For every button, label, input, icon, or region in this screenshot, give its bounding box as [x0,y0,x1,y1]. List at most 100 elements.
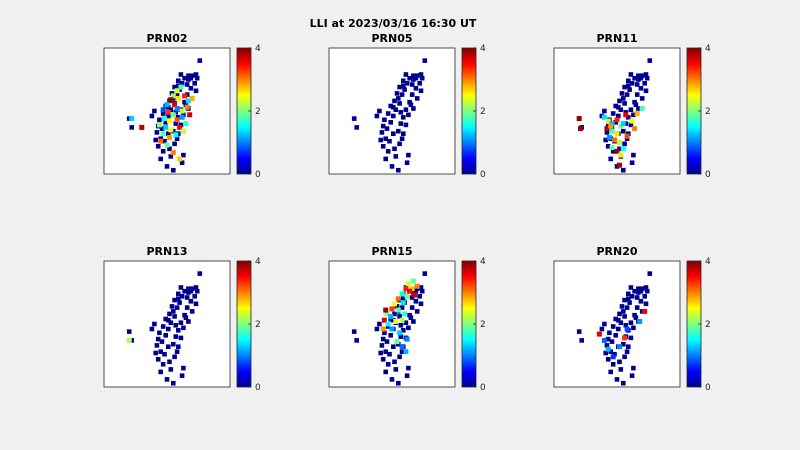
station-point [406,112,411,118]
lli-point [381,317,387,323]
station-point [182,288,187,294]
station-point [411,77,416,82]
lli-point [180,128,186,134]
station-point [374,113,380,119]
station-point [618,320,624,325]
subplot: PRN13 0 2 4 [103,245,261,393]
station-point [194,75,200,81]
station-point [610,324,616,329]
station-point [403,72,409,77]
lli-point [637,319,643,324]
lli-point [620,146,626,152]
station-point [624,305,630,310]
lli-point [393,319,399,324]
colorbar-tick-label: 0 [255,383,261,393]
station-point [409,82,415,87]
station-point [629,160,635,165]
station-point [193,285,199,290]
station-point [392,359,397,365]
lli-point [388,313,394,319]
lli-point [596,331,602,337]
station-point [186,319,191,324]
lli-point [632,126,638,132]
lli-point [389,306,395,312]
station-point [631,365,636,371]
station-point [414,309,420,314]
station-point [176,296,181,302]
station-point [397,141,402,147]
lli-point [383,307,389,313]
station-point [638,86,644,91]
station-point [638,299,644,304]
lli-point [189,95,195,101]
figure-title: LLI at 2023/03/16 16:30 UT [310,17,477,30]
station-point [617,98,622,104]
station-point [626,291,631,297]
station-point [178,320,184,325]
colorbar-tick-label: 4 [255,44,261,54]
station-point [163,120,168,125]
station-point [643,285,649,290]
station-point [188,75,194,81]
plot-area [553,47,681,175]
lli-point [397,330,403,336]
station-point [179,373,185,378]
station-point [392,311,397,317]
station-point [160,111,166,116]
lli-point [167,118,172,124]
station-point [174,92,180,97]
subplot: PRN20 0 2 4 [553,245,711,393]
station-point [411,106,416,111]
station-layer [351,58,428,173]
lli-point [618,123,624,129]
lli-point [156,122,162,128]
station-point [613,333,618,338]
station-point [197,271,203,276]
lli-point [163,124,169,130]
colorbar-tick-label: 0 [480,170,486,180]
colorbar-tick-label: 2 [480,107,486,117]
station-point [192,294,197,299]
station-point [173,121,179,126]
station-point [380,123,386,129]
lli-point [177,124,183,130]
lli-point [409,286,415,292]
station-point [179,81,185,86]
lli-point [617,344,622,350]
station-point [172,297,177,303]
lli-point [407,288,413,294]
subplot: PRN02 0 2 4 [103,32,261,180]
lli-point [162,116,167,122]
station-point [193,301,199,307]
lli-point [609,145,615,150]
station-point [602,321,607,327]
station-point [401,83,406,89]
station-point [162,138,167,144]
station-point [628,320,634,325]
lli-point [182,93,188,99]
lli-point [179,108,185,114]
colorbar-tick-label: 2 [480,320,486,330]
station-point [638,75,644,81]
station-point [176,291,181,297]
station-point [402,87,407,92]
lli-point [129,116,135,122]
station-point [383,136,388,141]
station-point [179,160,185,165]
lli-point [620,121,626,127]
station-point [413,75,419,81]
station-layer [126,271,203,386]
station-point [394,91,400,96]
station-point [172,314,177,319]
station-point [385,149,391,154]
station-point [167,146,172,152]
lli-point [405,281,411,287]
station-point [418,301,424,307]
station-point [610,362,616,367]
station-point [391,344,396,349]
lli-point [624,133,630,139]
station-point [159,126,165,131]
station-point [413,299,419,304]
station-point [380,357,386,362]
station-point [607,330,612,336]
